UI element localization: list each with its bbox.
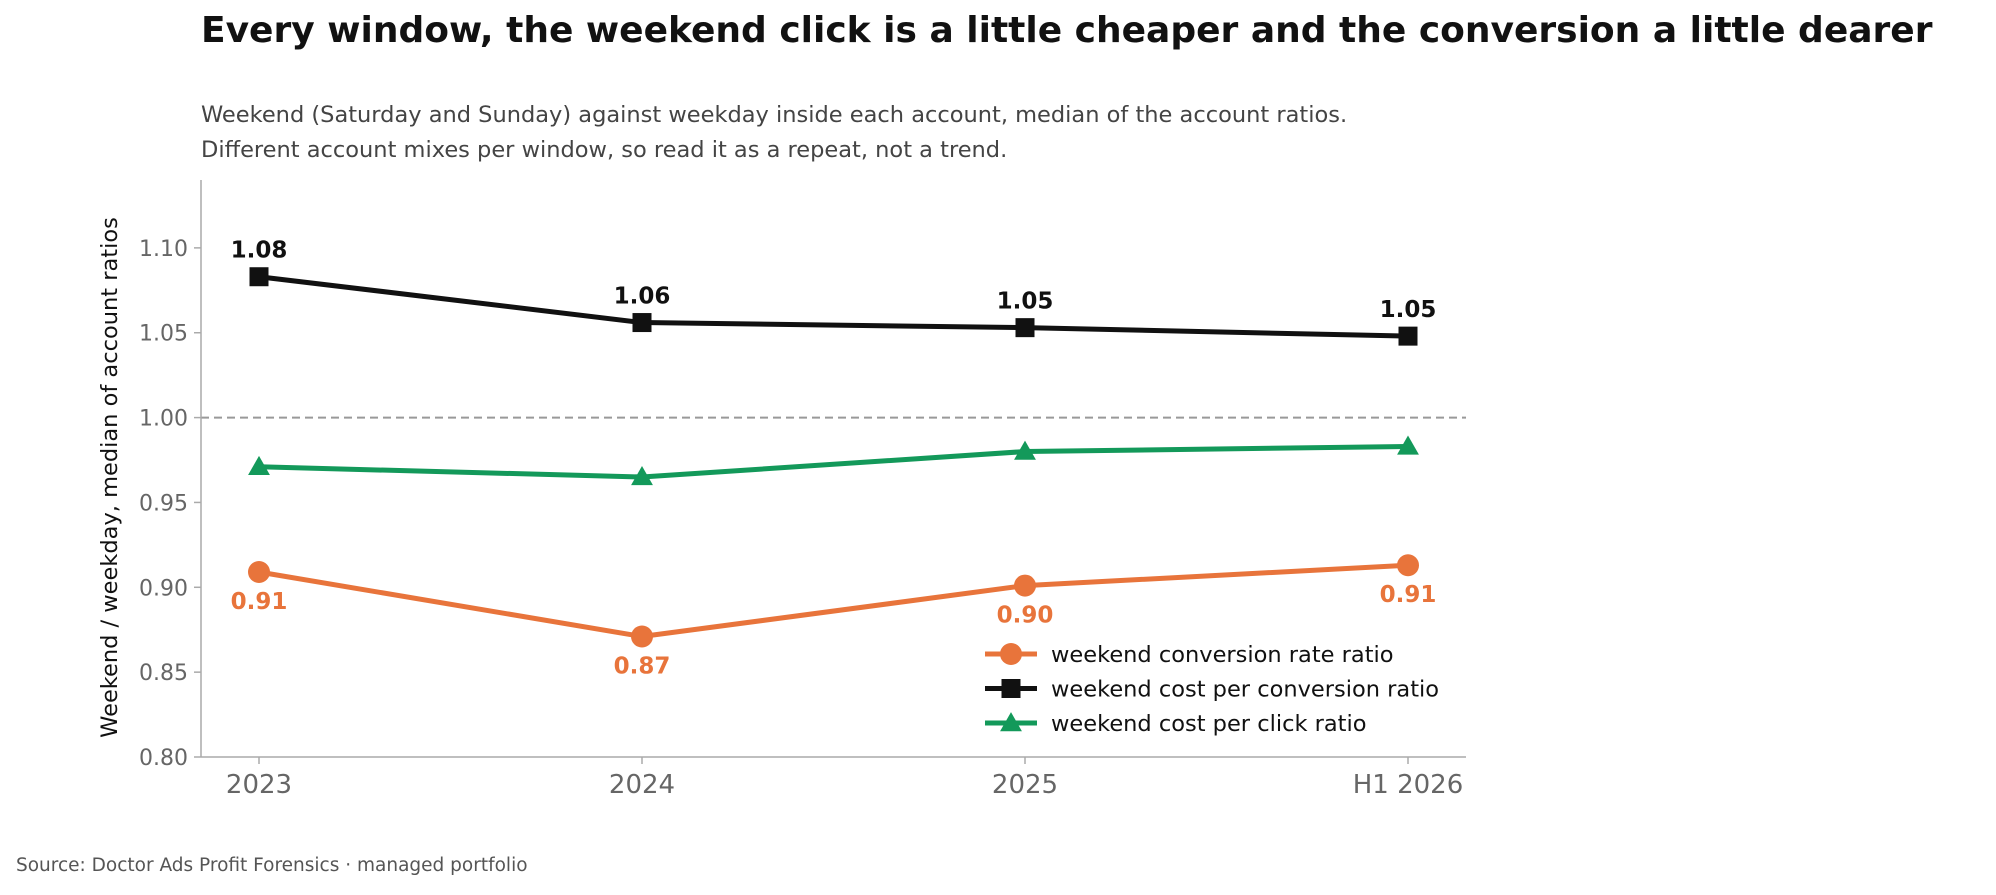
data-label: 0.91 xyxy=(231,589,288,615)
subtitle-line: Different account mixes per window, so r… xyxy=(201,137,1008,163)
marker-square xyxy=(1015,318,1035,338)
data-label: 1.05 xyxy=(1380,297,1437,323)
y-tick-label: 1.05 xyxy=(139,322,188,347)
data-label: 1.06 xyxy=(614,284,671,310)
marker-square xyxy=(249,267,269,287)
y-tick-label: 0.85 xyxy=(139,661,188,686)
source-note: Source: Doctor Ads Profit Forensics · ma… xyxy=(16,855,528,876)
x-tick-label: H1 2026 xyxy=(1353,770,1464,800)
legend-label: weekend cost per click ratio xyxy=(1051,711,1367,737)
x-tick-label: 2023 xyxy=(226,770,292,800)
y-tick-label: 0.90 xyxy=(139,576,188,601)
y-tick-label: 1.00 xyxy=(139,407,188,432)
series-line xyxy=(258,443,1409,480)
subtitle-line: Weekend (Saturday and Sunday) against we… xyxy=(201,102,1348,128)
marker-triangle xyxy=(1014,440,1036,460)
legend-label: weekend conversion rate ratio xyxy=(1051,642,1394,668)
y-tick-label: 0.95 xyxy=(139,491,188,516)
marker-triangle xyxy=(631,466,653,486)
y-tick-label: 0.80 xyxy=(139,746,188,771)
marker-circle xyxy=(1000,643,1022,665)
data-label: 1.08 xyxy=(231,238,288,264)
marker-triangle xyxy=(1397,435,1419,455)
data-label: 0.90 xyxy=(997,603,1054,629)
chart-title: Every window, the weekend click is a lit… xyxy=(201,10,1933,51)
data-label: 0.91 xyxy=(1380,582,1437,608)
x-tick-label: 2024 xyxy=(609,770,675,800)
marker-circle xyxy=(248,561,270,584)
marker-circle xyxy=(631,625,653,648)
series-line xyxy=(258,562,1409,640)
marker-square xyxy=(1001,679,1021,698)
series-layer xyxy=(248,267,1419,648)
x-tick-label: 2025 xyxy=(992,770,1058,800)
marker-circle xyxy=(1014,574,1036,597)
y-axis-label: Weekend / weekday, median of account rat… xyxy=(97,217,123,738)
series-line xyxy=(258,274,1409,339)
y-tick-label: 1.10 xyxy=(139,237,188,262)
marker-triangle xyxy=(1000,712,1022,732)
marker-square xyxy=(632,313,652,333)
marker-triangle xyxy=(248,455,270,475)
data-label: 1.05 xyxy=(997,289,1054,315)
marker-circle xyxy=(1397,554,1419,577)
chart-subtitle: Weekend (Saturday and Sunday) against we… xyxy=(201,98,1347,168)
data-labels: 0.91 0.87 0.90 0.91 1.08 1.06 1.05 1.05 xyxy=(231,238,1437,680)
legend: weekend conversion rate ratio weekend cos… xyxy=(985,642,1439,737)
axes: 0.80 0.85 0.90 0.95 1.00 1.05 1.10 2023 2024 2025… xyxy=(97,180,1466,800)
data-label: 0.87 xyxy=(614,654,671,680)
legend-label: weekend cost per conversion ratio xyxy=(1051,677,1439,703)
marker-square xyxy=(1398,326,1418,346)
